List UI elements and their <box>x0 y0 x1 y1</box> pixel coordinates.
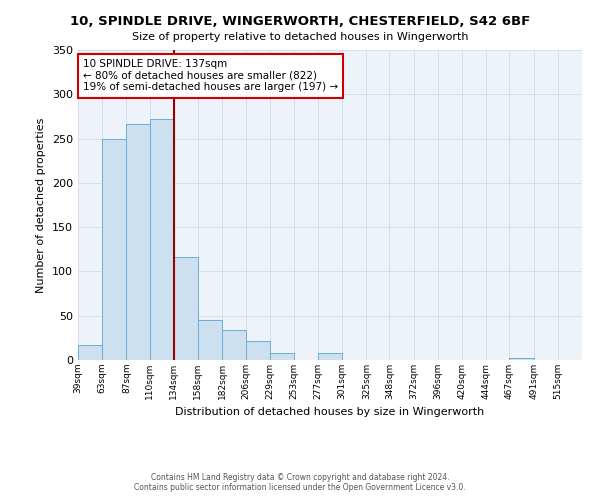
Text: Contains HM Land Registry data © Crown copyright and database right 2024.
Contai: Contains HM Land Registry data © Crown c… <box>134 473 466 492</box>
Y-axis label: Number of detached properties: Number of detached properties <box>37 118 46 292</box>
X-axis label: Distribution of detached houses by size in Wingerworth: Distribution of detached houses by size … <box>175 408 485 418</box>
Bar <box>269 353 294 360</box>
Bar <box>318 353 342 360</box>
Bar <box>127 124 149 360</box>
Bar <box>78 345 102 360</box>
Bar <box>222 330 247 360</box>
Text: 10 SPINDLE DRIVE: 137sqm
← 80% of detached houses are smaller (822)
19% of semi-: 10 SPINDLE DRIVE: 137sqm ← 80% of detach… <box>83 60 338 92</box>
Bar <box>102 138 127 360</box>
Text: Size of property relative to detached houses in Wingerworth: Size of property relative to detached ho… <box>132 32 468 42</box>
Bar <box>149 119 174 360</box>
Bar <box>198 320 222 360</box>
Bar <box>509 358 533 360</box>
Text: 10, SPINDLE DRIVE, WINGERWORTH, CHESTERFIELD, S42 6BF: 10, SPINDLE DRIVE, WINGERWORTH, CHESTERF… <box>70 15 530 28</box>
Bar <box>247 342 269 360</box>
Bar <box>174 258 198 360</box>
